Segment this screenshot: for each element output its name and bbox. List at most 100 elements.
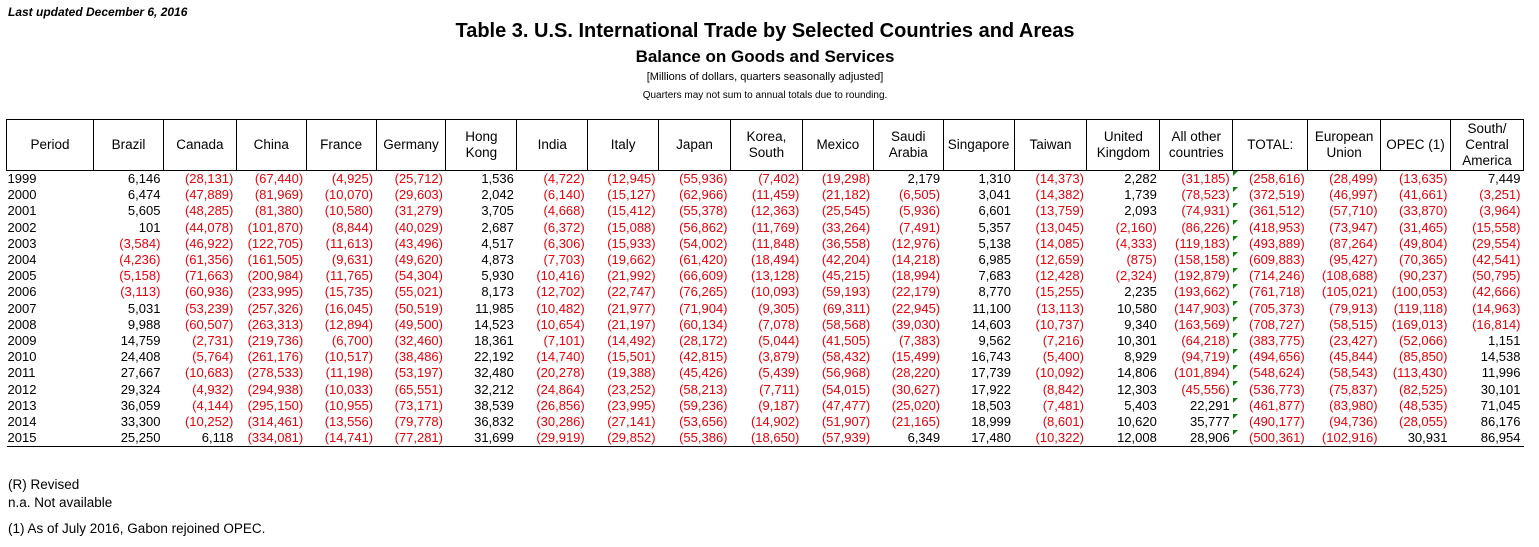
column-header: Italy: [587, 119, 660, 171]
column-header: TOTAL:: [1232, 119, 1309, 171]
value-cell: (77,281): [376, 430, 446, 448]
value-cell: 35,777: [1189, 413, 1230, 429]
value-cell: (19,662): [607, 252, 656, 268]
table-row: 2015 25,250 6,118 (334,081) (14,741) (77,281)…: [6, 430, 1524, 448]
value-cell: (15,501): [607, 349, 656, 365]
value-cell: 17,739: [971, 365, 1012, 381]
column-header: Singapore: [942, 119, 1015, 171]
value-cell: (10,517): [324, 349, 374, 365]
value-cell: (27,141): [607, 413, 656, 429]
period-cell: 2005: [7, 268, 37, 284]
column-header: Hong Kong: [445, 119, 518, 171]
value-cell: (25,020): [891, 397, 941, 413]
column-header: India: [516, 119, 589, 171]
value-cell: (9,305): [758, 300, 800, 316]
value-cell: 36,832: [474, 413, 514, 429]
table-body: 1999 6,146 (28,131) (67,440) (4,925) (25,712)…: [6, 170, 1524, 448]
value-cell: (62,966): [679, 187, 728, 203]
value-cell: (28,220): [891, 365, 941, 381]
value-cell: (21,197): [607, 316, 656, 332]
value-cell: (5,158): [119, 268, 161, 284]
value-cell: (18,650): [730, 430, 803, 448]
value-cell: 10,580: [1117, 300, 1157, 316]
value-cell: (6,372): [543, 219, 585, 235]
value-cell: (161,505): [247, 252, 304, 268]
value-cell: (5,439): [758, 365, 800, 381]
value-cell: 12,008: [1086, 430, 1160, 448]
value-cell: (29,919): [516, 430, 588, 448]
value-cell: (261,176): [247, 349, 304, 365]
value-cell: 10,620: [1117, 413, 1157, 429]
value-cell: (15,412): [607, 203, 656, 219]
value-cell: 5,605: [127, 203, 161, 219]
period-cell: 2010: [7, 349, 37, 365]
value-cell: 86,176: [1480, 413, 1521, 429]
value-cell: 2,179: [907, 171, 941, 187]
value-cell: (42,204): [821, 252, 871, 268]
value-cell: 25,250: [93, 430, 164, 448]
value-cell: (875): [1126, 252, 1157, 268]
value-cell: (23,427): [1329, 332, 1378, 348]
value-cell: 9,988: [127, 316, 161, 332]
value-cell: (22,179): [891, 284, 941, 300]
column-header: Japan: [658, 119, 731, 171]
footnote-opec: (1) As of July 2016, Gabon rejoined OPEC…: [8, 521, 266, 536]
period-cell: 2007: [7, 300, 37, 316]
value-cell: (54,002): [679, 235, 728, 251]
period-cell: 2002: [7, 219, 37, 235]
value-cell: 4,517: [481, 235, 514, 251]
value-cell: (10,580): [324, 203, 374, 219]
value-cell: 5,403: [1124, 397, 1157, 413]
value-cell: (169,013): [1391, 316, 1448, 332]
value-cell: (7,491): [898, 219, 941, 235]
value-cell: 14,523: [474, 316, 514, 332]
value-cell: (2,731): [192, 332, 234, 348]
table-row: 2007 5,031 (53,239) (257,326) (16,045) (50,51…: [7, 300, 1524, 317]
value-cell: (705,373): [1232, 300, 1308, 317]
value-cell: (11,613): [325, 235, 374, 251]
value-cell: (40,029): [394, 219, 443, 235]
value-cell: (12,428): [1035, 268, 1084, 284]
value-cell: (13,759): [1035, 203, 1084, 219]
value-cell: 17,480: [943, 430, 1015, 448]
value-cell: 3,041: [978, 187, 1012, 203]
value-cell: 11,100: [972, 300, 1012, 316]
value-cell: (45,426): [679, 365, 728, 381]
value-cell: (73,947): [1329, 219, 1378, 235]
value-cell: (14,902): [750, 413, 800, 429]
column-header: OPEC (1): [1380, 119, 1451, 171]
value-cell: (101,894): [1174, 365, 1230, 381]
value-cell: (58,543): [1329, 365, 1378, 381]
value-cell: (11,765): [325, 268, 374, 284]
value-cell: (372,519): [1232, 187, 1308, 203]
value-cell: (58,213): [679, 381, 728, 397]
value-cell: 30,101: [1480, 381, 1521, 397]
footnote-not-available: n.a. Not available: [8, 495, 113, 510]
value-cell: 18,503: [971, 397, 1012, 413]
value-cell: (66,609): [679, 268, 728, 284]
value-cell: (7,711): [759, 381, 800, 397]
value-cell: (361,512): [1232, 203, 1308, 219]
value-cell: (33,264): [821, 219, 871, 235]
value-cell: 14,806: [1117, 365, 1157, 381]
value-cell: (26,856): [536, 397, 585, 413]
value-cell: (18,494): [750, 252, 800, 268]
value-cell: (41,661): [1399, 187, 1448, 203]
value-cell: (7,216): [1042, 332, 1084, 348]
value-cell: 18,999: [971, 413, 1012, 429]
value-cell: 6,985: [978, 252, 1012, 268]
value-cell: (85,850): [1399, 349, 1448, 365]
value-cell: (59,193): [821, 284, 871, 300]
period-cell: 1999: [7, 171, 37, 187]
value-cell: (58,568): [821, 316, 871, 332]
value-cell: (3,251): [1479, 187, 1521, 203]
value-cell: (29,852): [587, 430, 659, 448]
value-cell: 6,349: [873, 430, 944, 448]
value-cell: (494,656): [1232, 349, 1308, 365]
value-cell: 14,603: [971, 316, 1012, 332]
value-cell: (708,727): [1232, 316, 1308, 333]
value-cell: (8,842): [1042, 381, 1084, 397]
column-header: Period: [5, 119, 95, 171]
value-cell: (108,688): [1321, 268, 1378, 284]
value-cell: (42,541): [1472, 252, 1521, 268]
